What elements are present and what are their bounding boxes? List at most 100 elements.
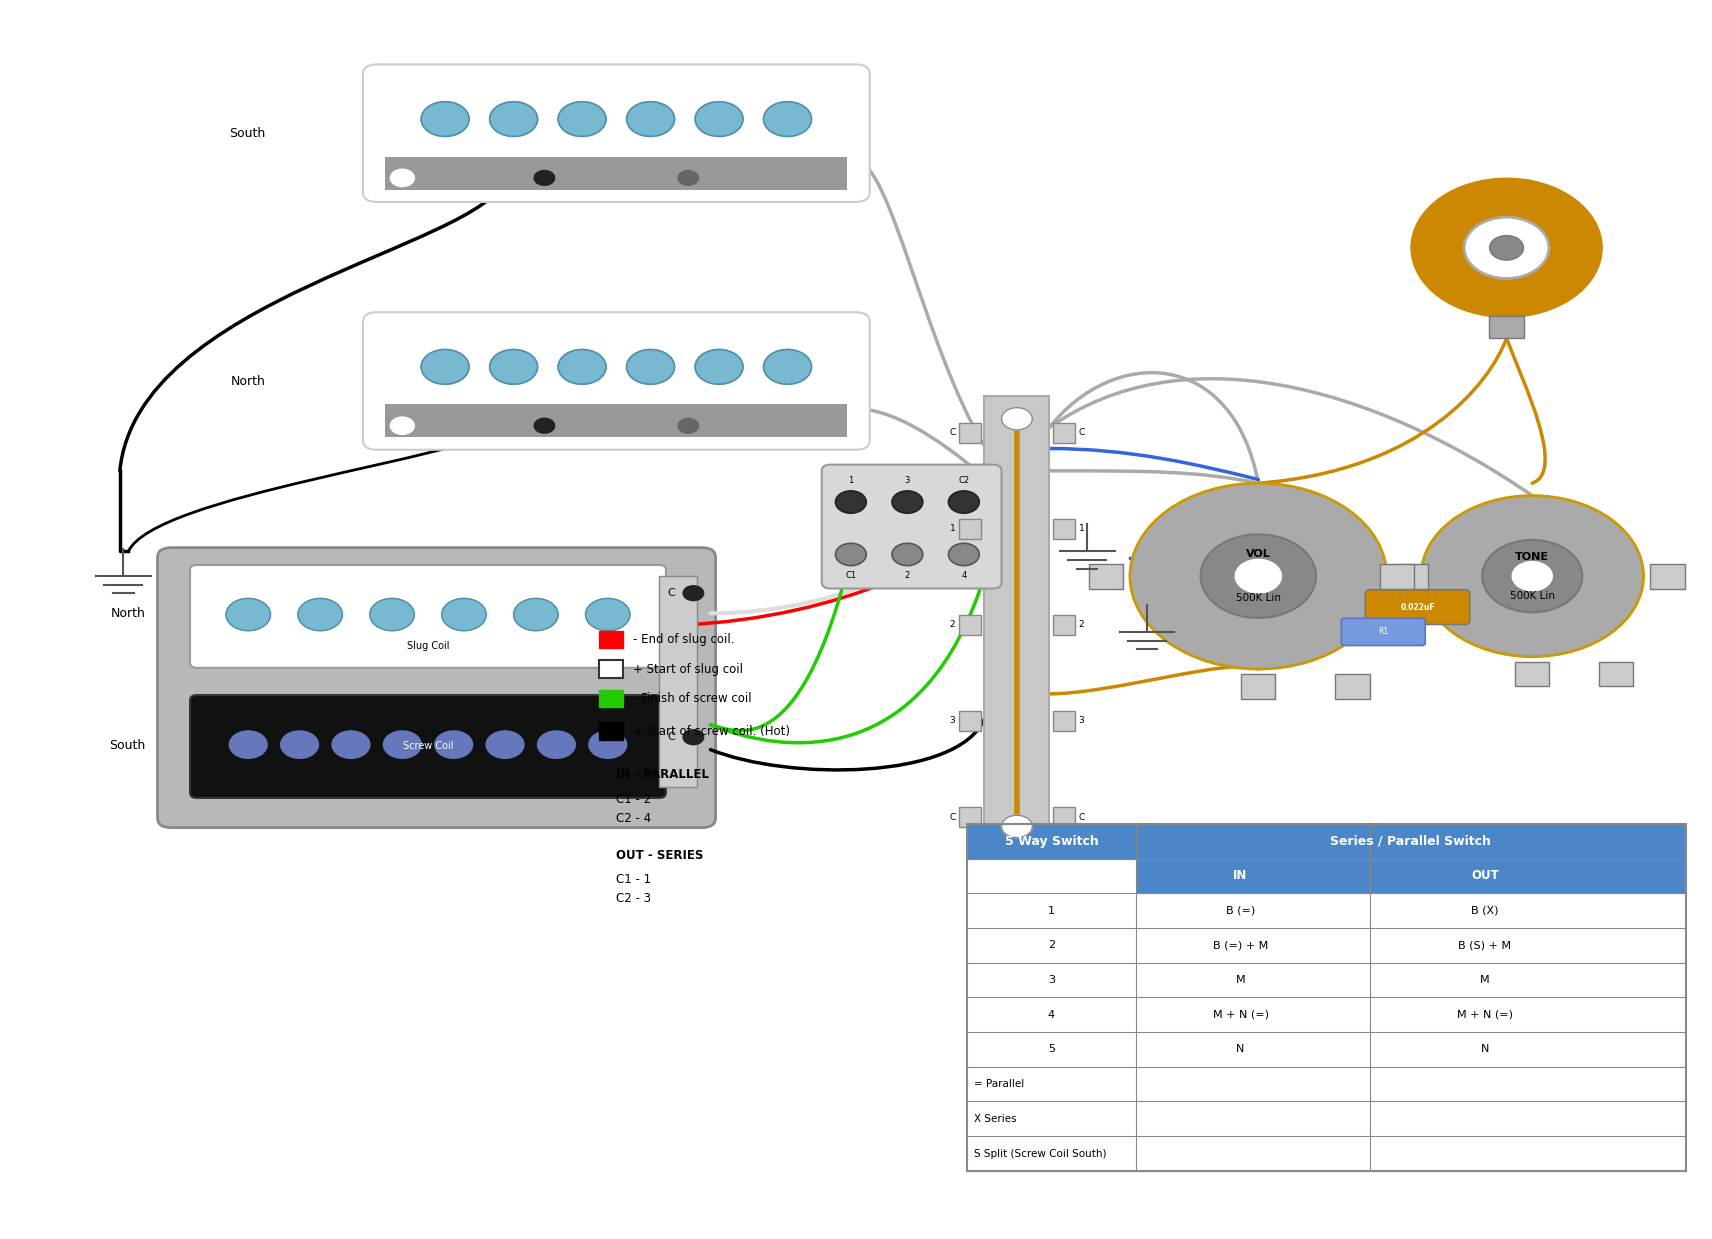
Text: Screw Coil: Screw Coil: [402, 741, 454, 752]
Circle shape: [281, 731, 318, 758]
Text: R1: R1: [1378, 627, 1388, 637]
Circle shape: [1421, 496, 1644, 657]
Circle shape: [435, 731, 473, 758]
Circle shape: [421, 102, 469, 136]
Text: C: C: [948, 429, 955, 437]
Circle shape: [627, 102, 675, 136]
Text: 1: 1: [1079, 524, 1084, 533]
Bar: [959, 422, 981, 442]
Text: C: C: [668, 732, 675, 742]
Text: Series / Parallel Switch: Series / Parallel Switch: [1330, 835, 1491, 847]
Circle shape: [390, 418, 414, 435]
FancyBboxPatch shape: [363, 64, 870, 202]
Circle shape: [835, 491, 866, 513]
Bar: [1053, 422, 1075, 442]
Circle shape: [486, 731, 524, 758]
Circle shape: [490, 349, 538, 384]
Text: 4: 4: [960, 571, 967, 580]
Text: C: C: [668, 589, 675, 598]
Text: B (=) + M: B (=) + M: [1212, 940, 1269, 950]
Circle shape: [627, 349, 675, 384]
Circle shape: [1489, 235, 1524, 260]
Bar: [967, 963, 1686, 997]
Bar: [959, 807, 981, 826]
Bar: [959, 711, 981, 731]
Text: 2: 2: [1048, 940, 1055, 950]
Text: OUT: OUT: [1471, 870, 1500, 882]
Text: C2 - 4: C2 - 4: [616, 812, 652, 824]
Circle shape: [683, 586, 704, 601]
Bar: [599, 660, 623, 678]
Bar: [1089, 564, 1123, 589]
Bar: [385, 156, 847, 190]
Text: 3: 3: [1079, 716, 1084, 726]
Text: 3: 3: [904, 476, 911, 484]
Circle shape: [298, 598, 342, 631]
Text: C: C: [1079, 813, 1085, 821]
Text: - End of slug coil.: - End of slug coil.: [633, 633, 734, 646]
Bar: [1053, 615, 1075, 634]
Bar: [967, 1136, 1686, 1171]
Text: TONE: TONE: [1515, 551, 1549, 561]
Circle shape: [1464, 217, 1549, 279]
Circle shape: [1200, 534, 1317, 618]
Circle shape: [1234, 560, 1281, 593]
Bar: [959, 615, 981, 634]
Bar: [659, 576, 697, 787]
Text: B (X): B (X): [1471, 906, 1498, 916]
Text: 3: 3: [950, 716, 955, 726]
Circle shape: [421, 349, 469, 384]
Bar: [599, 631, 623, 648]
Text: = Parallel: = Parallel: [974, 1079, 1025, 1089]
Circle shape: [538, 731, 575, 758]
Bar: [1394, 564, 1428, 589]
Bar: [1599, 662, 1633, 686]
Text: X Series: X Series: [974, 1114, 1017, 1124]
Text: 5 Way Switch: 5 Way Switch: [1005, 835, 1099, 847]
Text: M: M: [1236, 975, 1245, 985]
FancyBboxPatch shape: [363, 312, 870, 450]
Text: C2: C2: [959, 476, 969, 484]
Circle shape: [383, 731, 421, 758]
Text: - Finish of screw coil: - Finish of screw coil: [633, 693, 752, 705]
Circle shape: [1130, 483, 1387, 669]
Bar: [967, 997, 1686, 1032]
FancyBboxPatch shape: [1364, 590, 1469, 624]
Circle shape: [229, 731, 267, 758]
Circle shape: [442, 598, 486, 631]
Text: 2: 2: [1079, 621, 1084, 629]
Text: M + N (=): M + N (=): [1457, 1010, 1513, 1020]
Bar: [967, 824, 1686, 1171]
Text: Slug Coil: Slug Coil: [407, 641, 449, 652]
FancyBboxPatch shape: [1342, 618, 1426, 646]
Text: C1: C1: [846, 571, 856, 580]
Circle shape: [332, 731, 370, 758]
Circle shape: [490, 102, 538, 136]
Bar: [385, 404, 847, 437]
Text: 1: 1: [847, 476, 854, 484]
Circle shape: [558, 102, 606, 136]
Bar: [1241, 674, 1275, 699]
Text: C: C: [1079, 429, 1085, 437]
Circle shape: [683, 730, 704, 745]
Bar: [599, 722, 623, 740]
Text: M: M: [1481, 975, 1489, 985]
Circle shape: [695, 102, 743, 136]
Bar: [1380, 564, 1414, 589]
Bar: [1489, 316, 1524, 338]
Circle shape: [892, 491, 923, 513]
Circle shape: [1002, 815, 1032, 838]
Text: North: North: [231, 375, 265, 388]
Circle shape: [1483, 540, 1582, 612]
Circle shape: [1002, 408, 1032, 430]
Circle shape: [764, 349, 811, 384]
Bar: [967, 1032, 1686, 1067]
Text: 500K Lin: 500K Lin: [1236, 592, 1281, 603]
Text: VOL: VOL: [1246, 549, 1270, 560]
Bar: [1053, 711, 1075, 731]
Text: C2 - 3: C2 - 3: [616, 892, 651, 904]
Circle shape: [226, 598, 270, 631]
Circle shape: [534, 171, 555, 186]
Bar: [967, 893, 1686, 928]
Circle shape: [586, 598, 630, 631]
